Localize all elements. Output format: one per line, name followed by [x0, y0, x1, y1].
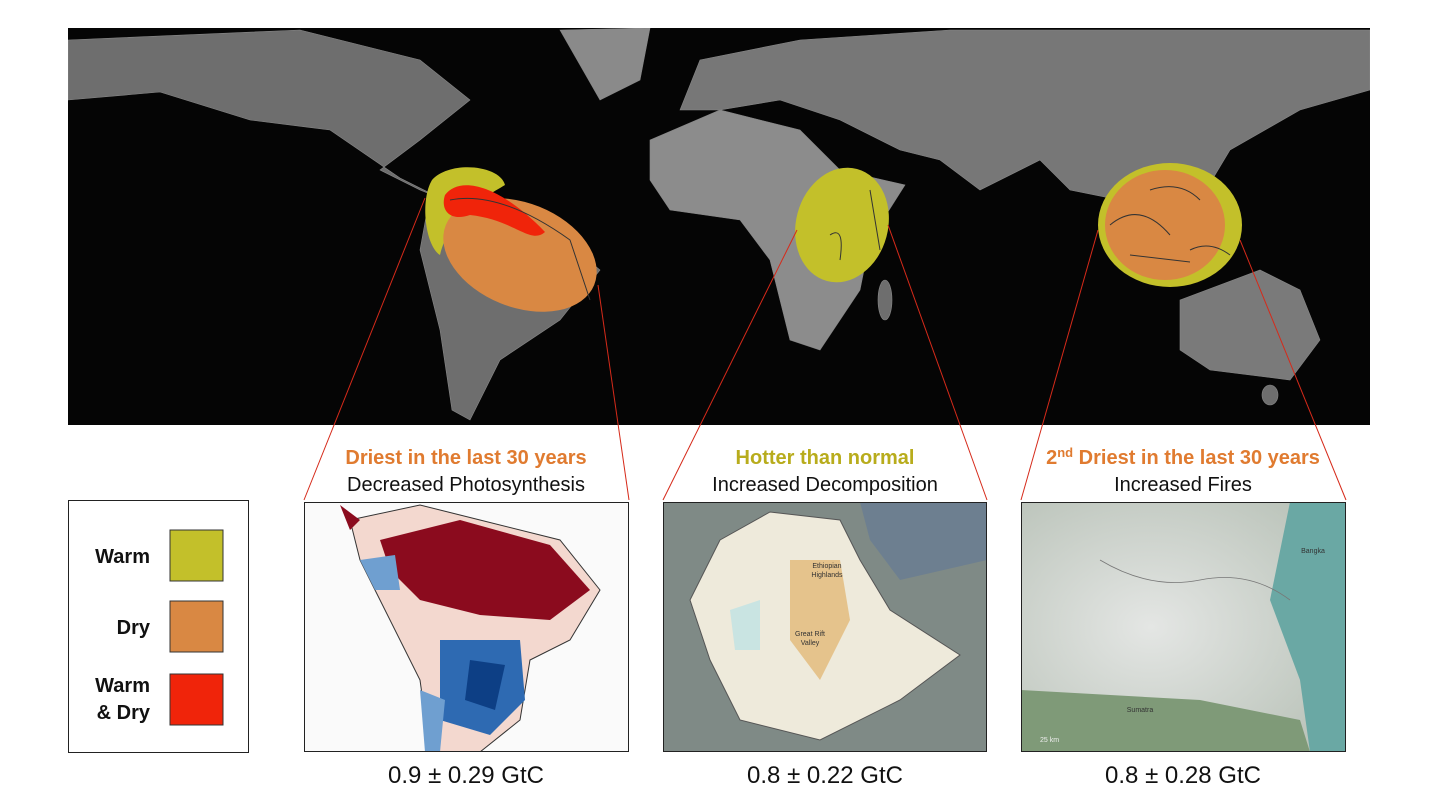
panel-value: 0.8 ± 0.22 GtC [747, 762, 903, 789]
map-label: Great Rift [795, 631, 825, 638]
legend-label: & Dry [97, 702, 151, 724]
map-label: Sumatra [1127, 707, 1154, 714]
panel-frame [304, 502, 629, 752]
legend-label: Warm [95, 675, 150, 697]
panel: 2nd Driest in the last 30 years Increase… [1021, 445, 1346, 789]
panel: Driest in the last 30 years Decreased Ph… [304, 447, 629, 789]
map-label: Ethiopian [812, 563, 841, 570]
legend-swatch [169, 600, 224, 653]
panel-headline: 2nd Driest in the last 30 years [1046, 445, 1320, 469]
panel-subtitle: Increased Decomposition [712, 474, 938, 496]
map-label: Bangka [1301, 548, 1325, 555]
panel-headline: Driest in the last 30 years [345, 447, 586, 469]
panel-image: Bangka Sumatra 25 km [1021, 502, 1346, 752]
scale-label: 25 km [1040, 737, 1059, 744]
legend-label: Dry [117, 617, 151, 639]
legend-swatch [169, 529, 224, 582]
panel-frame [1021, 502, 1346, 752]
panel: Hotter than normal Increased Decompositi… [663, 447, 987, 789]
panel-headline: Hotter than normal [736, 447, 915, 469]
headline-number: 2 [1046, 447, 1057, 469]
map-label: Highlands [811, 572, 843, 579]
connector-lines [303, 197, 1347, 501]
panel-value: 0.8 ± 0.28 GtC [1105, 762, 1261, 789]
legend-label: Warm [95, 546, 150, 568]
world-map [68, 28, 1370, 425]
panel-frame [663, 502, 987, 752]
legend-swatch [169, 673, 224, 726]
panel-value: 0.9 ± 0.29 GtC [388, 762, 544, 789]
headline-suffix: nd [1057, 445, 1073, 460]
panel-subtitle: Decreased Photosynthesis [347, 474, 585, 496]
map-label: Valley [801, 640, 820, 647]
warm-region [795, 167, 889, 283]
dry-region [1105, 170, 1225, 280]
panel-image [304, 502, 629, 752]
panel-subtitle: Increased Fires [1114, 474, 1252, 496]
legend: Warm Dry Warm & Dry [68, 500, 249, 753]
dry-region [443, 198, 597, 312]
panel-image: Ethiopian Highlands Great Rift Valley [663, 502, 987, 752]
headline-text: Driest in the last 30 years [1073, 447, 1320, 469]
